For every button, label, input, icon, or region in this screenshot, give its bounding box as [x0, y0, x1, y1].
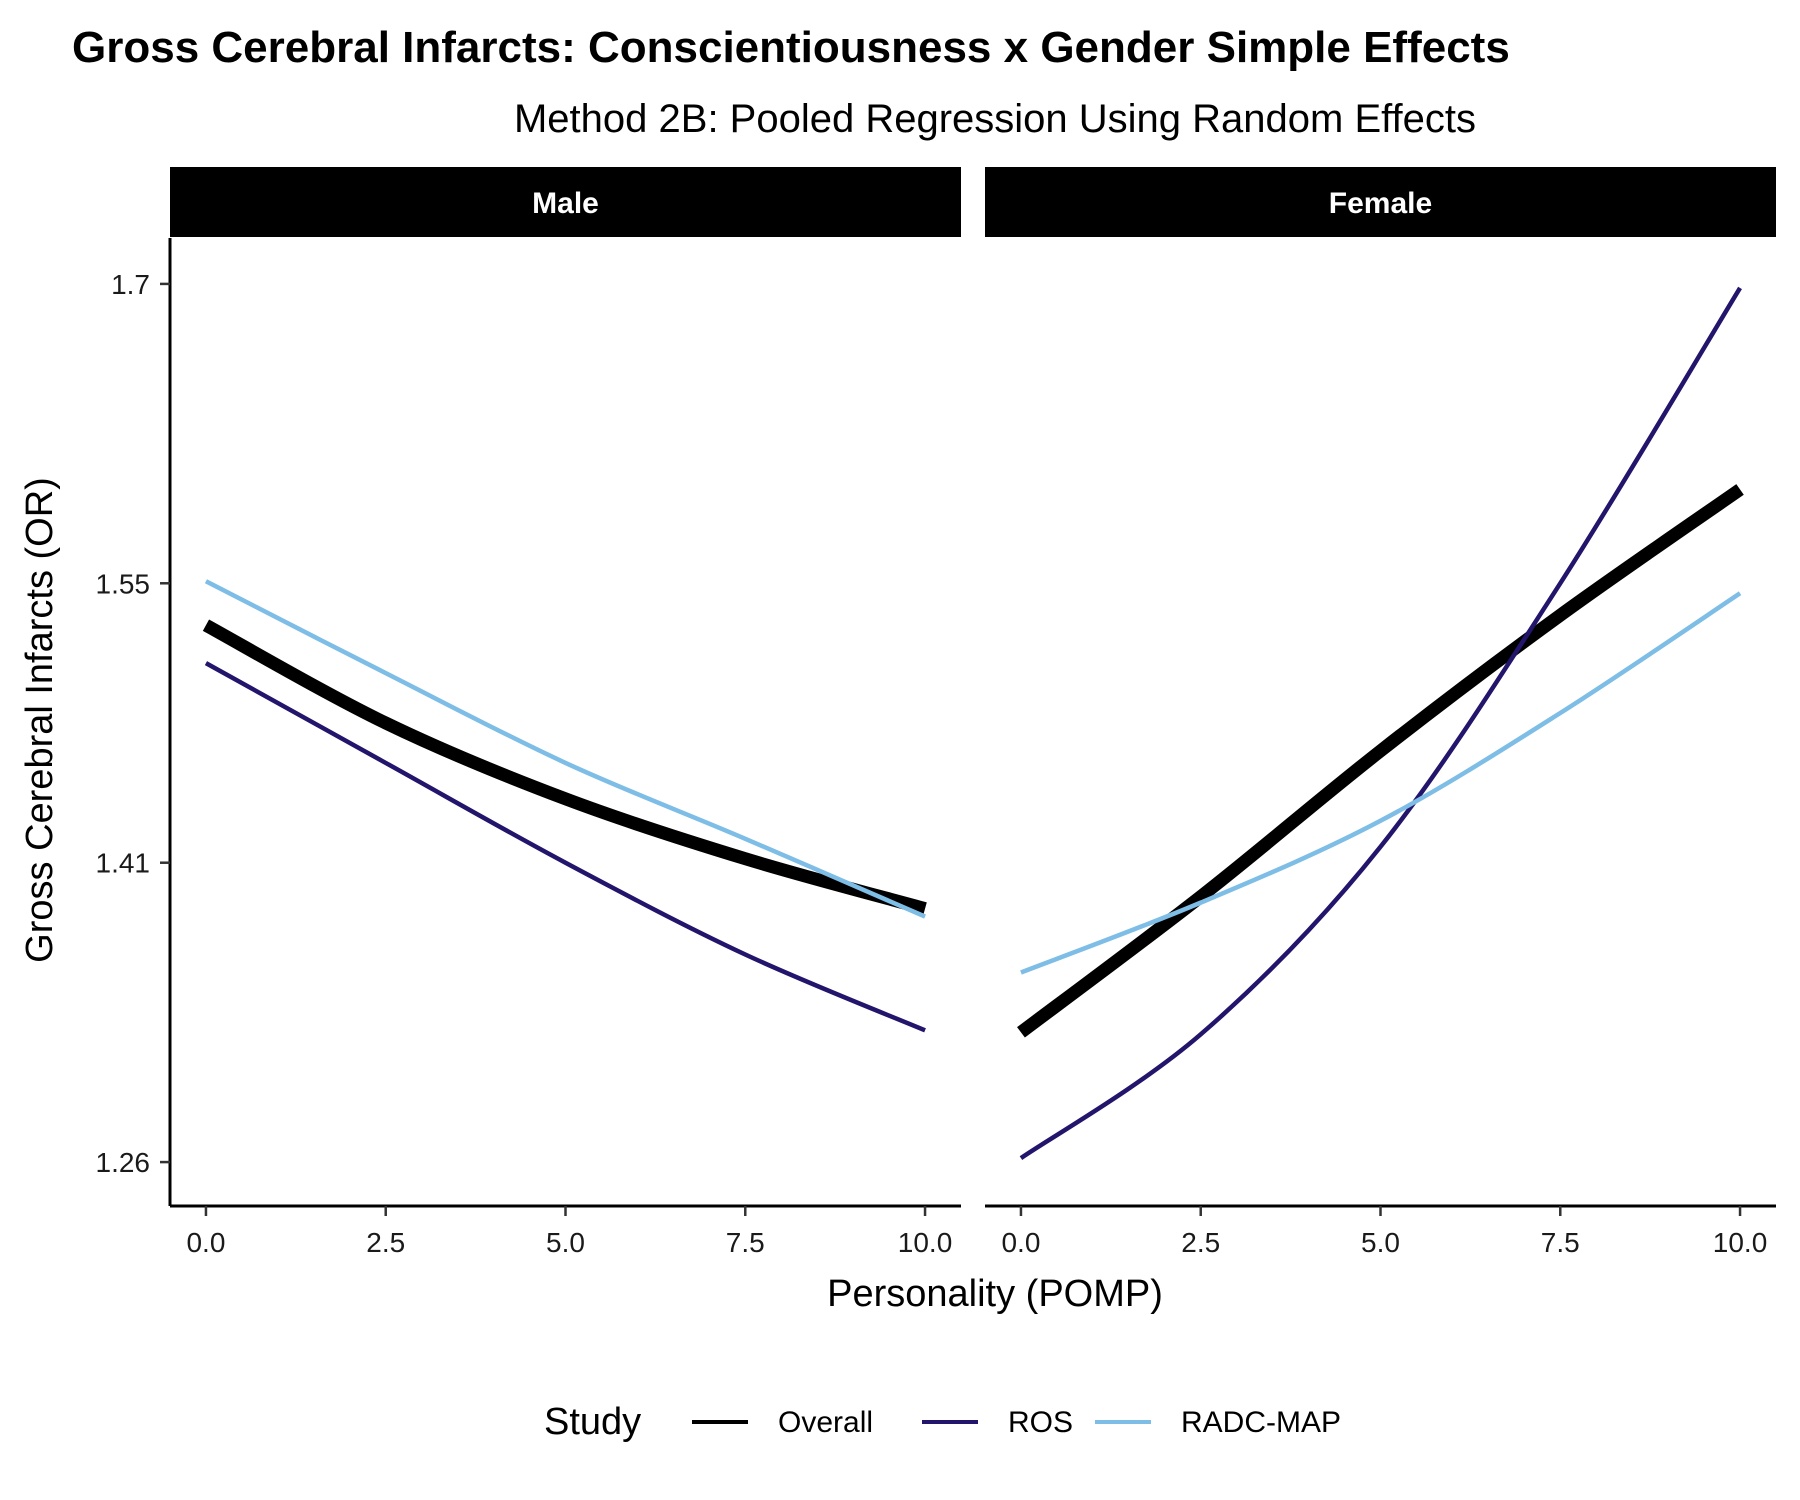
legend-title: Study — [544, 1401, 641, 1443]
series-line-ros-male — [204, 661, 926, 1033]
legend-label: ROS — [1008, 1406, 1073, 1439]
y-tick-label: 1.41 — [96, 848, 151, 879]
chart-title: Gross Cerebral Infarcts: Conscientiousne… — [72, 23, 1510, 72]
legend-item-overall: Overall — [692, 1406, 873, 1439]
facet-strip-label: Female — [1329, 187, 1432, 220]
legend-item-ros: ROS — [922, 1406, 1073, 1439]
x-tick-label: 7.5 — [726, 1227, 765, 1258]
legend-item-radc-map: RADC-MAP — [1095, 1406, 1341, 1439]
x-tick-label: 5.0 — [546, 1227, 585, 1258]
x-axis-title: Personality (POMP) — [827, 1273, 1163, 1315]
legend: Study Overall ROS RADC-MAP — [544, 1401, 1341, 1443]
panel-male: Male 0.0 2.5 5.0 7.5 10.0 — [170, 167, 961, 1258]
series-line-overall-male — [202, 619, 927, 915]
x-tick-label: 5.0 — [1361, 1227, 1400, 1258]
legend-label: Overall — [778, 1406, 873, 1439]
x-tick-label: 7.5 — [1541, 1227, 1580, 1258]
legend-label: RADC-MAP — [1181, 1406, 1341, 1439]
facet-panels: Male 0.0 2.5 5.0 7.5 10.0 Female 0.0 2.5 5.0 7.5 10… — [170, 167, 1776, 1258]
legend-items: Overall ROS RADC-MAP — [692, 1406, 1341, 1439]
chart-subtitle: Method 2B: Pooled Regression Using Rando… — [514, 97, 1476, 141]
x-tick-label: 10.0 — [1713, 1227, 1768, 1258]
panel-female: Female 0.0 2.5 5.0 7.5 10.0 — [985, 167, 1776, 1258]
x-tick-label: 2.5 — [1181, 1227, 1220, 1258]
facet-strip-label: Male — [532, 187, 599, 220]
facet-strip — [985, 167, 1776, 237]
y-axis-title: Gross Cerebral Infarcts (OR) — [19, 477, 61, 963]
y-tick-label: 1.55 — [96, 568, 151, 599]
x-tick-label: 0.0 — [186, 1227, 225, 1258]
series-line-radc-map-female — [1020, 591, 1742, 975]
series-line-radc-map-male — [204, 579, 926, 919]
x-tick-label: 10.0 — [898, 1227, 953, 1258]
x-tick-label: 2.5 — [366, 1227, 405, 1258]
series-line-ros-female — [1019, 286, 1742, 1160]
series-line-overall-female — [1017, 484, 1744, 1038]
y-tick-label: 1.26 — [96, 1147, 151, 1178]
facet-strip — [170, 167, 961, 237]
y-tick-label: 1.7 — [111, 269, 150, 300]
x-tick-label: 0.0 — [1001, 1227, 1040, 1258]
y-axis: 1.26 1.41 1.55 1.7 — [96, 238, 172, 1206]
